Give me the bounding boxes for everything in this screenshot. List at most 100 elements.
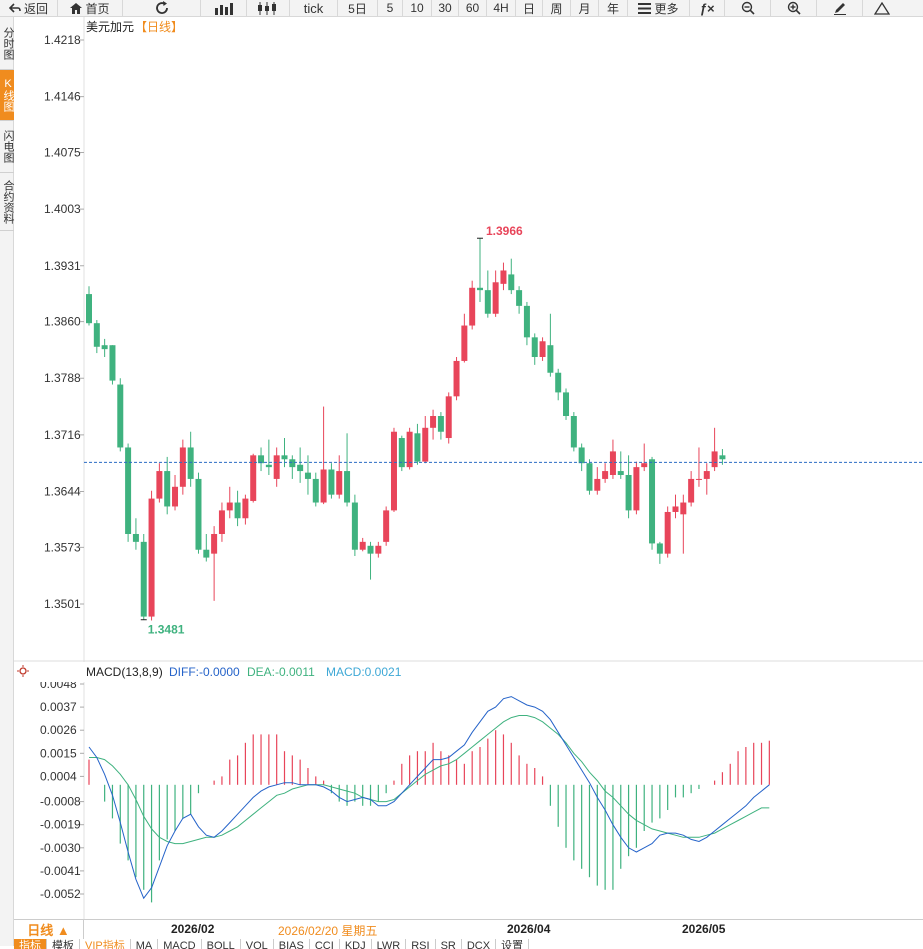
zoom-in-button[interactable] [771,0,817,17]
period-selector[interactable]: 日线 ▲ [14,920,84,939]
period-4h[interactable]: 4H [487,0,516,17]
low-label: 1.3481 [148,623,185,637]
macd-y-tick-label: -0.0052 [40,887,81,901]
y-tick-label: 1.4075 [44,145,81,159]
candle-body [383,510,390,542]
period-day[interactable]: 日 [516,0,543,17]
function-button[interactable]: ƒ× [690,0,725,17]
tab-boll[interactable]: BOLL [202,939,241,949]
dea-value: DEA:-0.0011 [247,665,315,679]
tab-sr[interactable]: SR [436,939,462,949]
bottom-bar: 日线 ▲ 2026/02 2026/02/20 星期五 2026/04 2026… [14,919,923,949]
home-button[interactable]: 首页 [58,0,123,17]
tab-vip-indicators[interactable]: VIP指标 [80,939,131,949]
macd-y-tick-label: -0.0008 [40,795,81,809]
candle-body [367,545,374,554]
kline-chart[interactable]: 美元加元 【日线】 1.4218 1.4146 1.4075 1.4003 1.3931… [14,17,923,662]
candle [484,270,491,318]
collapse-button[interactable] [863,0,901,17]
tab-macd[interactable]: MACD [158,939,202,949]
candle [179,439,186,495]
zoom-out-button[interactable] [725,0,771,17]
candle-body [586,463,593,491]
candle [187,431,194,487]
candle-body [672,506,679,512]
tab-templates[interactable]: 模板 [47,939,80,949]
candle-body [508,274,515,291]
period-month[interactable]: 月 [571,0,599,17]
candle-body [375,545,382,554]
candle [117,378,124,452]
candle [570,412,577,452]
draw-button[interactable] [817,0,863,17]
y-tick-label: 1.4218 [44,33,81,47]
settings-icon[interactable] [17,665,29,677]
period-5min[interactable]: 5 [378,0,403,17]
refresh-button[interactable] [123,0,201,17]
tab-kline[interactable]: K线图 [0,70,14,121]
candle [242,494,249,525]
more-label: 更多 [654,1,679,16]
candle [477,238,483,302]
candle-body [297,464,304,472]
candlestick-button[interactable] [247,0,290,17]
candle-body [289,459,296,468]
tab-bias[interactable]: BIAS [274,939,310,949]
candle-body [477,287,483,291]
macd-chart[interactable]: 0.0048 0.0037 0.0026 0.0015 0.0004 -0.0008 -0.… [14,682,923,919]
candle [531,333,538,365]
period-30min[interactable]: 30 [432,0,459,17]
period-year[interactable]: 年 [599,0,628,17]
date-label: 2026/02 [171,922,215,936]
dea-line [89,715,770,845]
candle [390,427,397,512]
tab-flash-chart[interactable]: 闪电图 [0,121,14,173]
chart-type-button[interactable] [201,0,247,17]
date-label: 2026/04 [507,922,551,936]
tab-settings[interactable]: 设置 [496,939,530,949]
candle [664,506,671,558]
candle [625,455,632,519]
candle [461,313,468,363]
chart-title: 美元加元 [86,20,134,34]
candle [367,541,374,580]
period-week[interactable]: 周 [543,0,571,17]
macd-y-tick-label: 0.0015 [40,746,77,760]
y-tick-label: 1.3788 [44,371,81,385]
tab-contract-info[interactable]: 合约资料 [0,173,14,231]
candle [422,416,429,464]
candle-body [688,478,695,503]
period-60min[interactable]: 60 [459,0,487,17]
candle [437,412,444,440]
period-10min[interactable]: 10 [403,0,432,17]
candle-body [649,459,656,544]
macd-y-tick-label: 0.0048 [40,682,77,691]
tab-indicators[interactable]: 指标 [14,939,47,949]
candle-body [469,287,476,326]
tab-rsi[interactable]: RSI [406,939,436,949]
tick-button[interactable]: tick [290,0,338,17]
bar-chart-icon [214,2,233,15]
candle [289,455,296,479]
candle-body [312,478,319,503]
tab-timeshare[interactable]: 分时图 [0,17,14,70]
more-button[interactable]: 更多 [628,0,690,17]
tab-ma[interactable]: MA [131,939,159,949]
back-button[interactable]: 返回 [0,0,58,17]
tab-cci[interactable]: CCI [310,939,340,949]
candle-body [500,270,507,284]
y-tick-label: 1.3931 [44,259,81,273]
tab-vol[interactable]: VOL [241,939,274,949]
candle [500,262,507,291]
tab-kdj[interactable]: KDJ [340,939,372,949]
candle [578,443,585,472]
candle [469,280,476,330]
candle-body [86,294,92,324]
candle-body [430,416,437,428]
candle [218,502,225,542]
candle-body [578,447,585,464]
tab-lwr[interactable]: LWR [372,939,407,949]
diff-value: DIFF:-0.0000 [169,665,240,679]
tab-dcx[interactable]: DCX [462,939,497,949]
period-5day[interactable]: 5日 [338,0,378,17]
